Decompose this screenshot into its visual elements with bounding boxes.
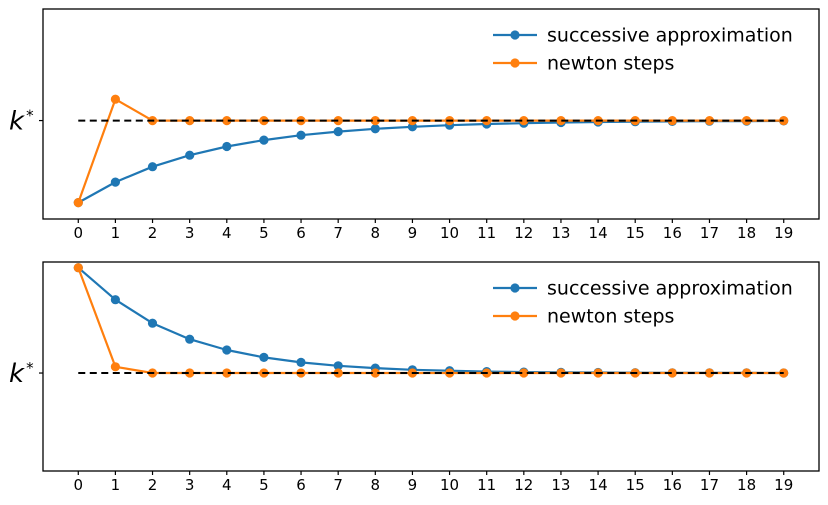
- x-tick-label: 7: [333, 224, 343, 242]
- x-tick-label: 11: [477, 224, 496, 242]
- series-point: [110, 295, 120, 305]
- x-tick-label: 9: [408, 476, 418, 494]
- x-tick-label: 16: [663, 476, 682, 494]
- y-axis-label-kstar: k *: [9, 359, 34, 389]
- x-tick-label: 10: [440, 476, 459, 494]
- series-point: [556, 368, 566, 378]
- x-tick-label: 4: [222, 476, 232, 494]
- x-tick-label: 19: [774, 476, 793, 494]
- series-point: [333, 127, 343, 137]
- series-point: [370, 368, 380, 378]
- series-point: [110, 94, 120, 104]
- series-point: [556, 116, 566, 126]
- x-tick-label: 11: [477, 476, 496, 494]
- series-point: [370, 116, 380, 126]
- ylabel-superscript: *: [26, 107, 34, 125]
- x-tick-label: 12: [514, 224, 533, 242]
- x-tick-label: 15: [626, 476, 645, 494]
- y-axis-label-kstar: k *: [9, 107, 34, 137]
- legend-marker-dot: [510, 283, 520, 293]
- axes-frame: [42, 261, 820, 472]
- legend-marker-dot: [510, 30, 520, 40]
- x-tick-label: 13: [551, 476, 570, 494]
- legend-label: newton steps: [547, 306, 674, 328]
- series-point: [704, 368, 715, 378]
- series-point: [259, 352, 269, 362]
- series-point: [222, 116, 232, 126]
- x-tick-label: 14: [589, 476, 608, 494]
- x-tick-label: 8: [371, 224, 381, 242]
- series-point: [519, 116, 529, 126]
- series-point: [185, 150, 195, 160]
- x-tick-label: 3: [185, 476, 195, 494]
- ylabel-superscript: *: [26, 359, 34, 377]
- x-tick-label: 3: [185, 224, 195, 242]
- series-point: [667, 116, 677, 126]
- series-point: [185, 368, 195, 378]
- x-tick-label: 15: [626, 224, 645, 242]
- x-tick-label: 7: [333, 476, 343, 494]
- ylabel-base: k: [9, 107, 25, 137]
- legend-marker-dot: [510, 311, 520, 321]
- x-tick-label: 8: [371, 476, 381, 494]
- series-line-0: [77, 119, 784, 204]
- series-point: [222, 368, 232, 378]
- x-tick-label: 10: [440, 224, 459, 242]
- series-point: [185, 116, 195, 126]
- ylabel-base: k: [9, 359, 25, 389]
- series-point: [259, 135, 269, 145]
- legend-label: newton steps: [547, 53, 674, 75]
- x-tick-label: 19: [774, 224, 793, 242]
- series-point: [73, 263, 83, 273]
- x-tick-label: 17: [700, 476, 719, 494]
- series-point: [704, 116, 715, 126]
- x-tick-label: 1: [111, 476, 121, 494]
- x-tick-label: 12: [514, 476, 533, 494]
- x-tick-label: 9: [408, 224, 418, 242]
- series-point: [73, 198, 83, 208]
- series-point: [667, 368, 677, 378]
- legend-label: successive approximation: [547, 278, 793, 300]
- series-point: [296, 357, 306, 367]
- series-point: [222, 141, 232, 152]
- x-tick-label: 16: [663, 224, 682, 242]
- legend-label: successive approximation: [547, 25, 793, 47]
- x-tick-label: 4: [222, 224, 232, 242]
- series-point: [185, 334, 195, 344]
- x-tick-label: 1: [111, 224, 121, 242]
- series-point: [110, 362, 120, 372]
- legend-marker-dot: [510, 58, 520, 68]
- x-tick-label: 17: [700, 224, 719, 242]
- axes-frame: [42, 8, 820, 220]
- x-tick-label: 5: [259, 224, 269, 242]
- series-point: [333, 361, 343, 371]
- x-tick-label: 14: [589, 224, 608, 242]
- series-point: [519, 368, 529, 378]
- x-tick-label: 18: [737, 224, 756, 242]
- series-line-1: [77, 98, 784, 203]
- x-tick-label: 18: [737, 476, 756, 494]
- series-point: [110, 177, 120, 187]
- series-point: [147, 162, 158, 172]
- x-tick-label: 2: [148, 224, 158, 242]
- series-point: [222, 345, 232, 355]
- x-tick-label: 2: [148, 476, 158, 494]
- x-tick-label: 0: [73, 476, 83, 494]
- x-tick-label: 6: [296, 476, 306, 494]
- x-tick-label: 5: [259, 476, 269, 494]
- x-tick-label: 13: [551, 224, 570, 242]
- x-tick-label: 6: [296, 224, 306, 242]
- x-tick-label: 0: [73, 224, 83, 242]
- series-point: [147, 318, 158, 328]
- series-point: [296, 130, 306, 140]
- series-point: [370, 124, 380, 134]
